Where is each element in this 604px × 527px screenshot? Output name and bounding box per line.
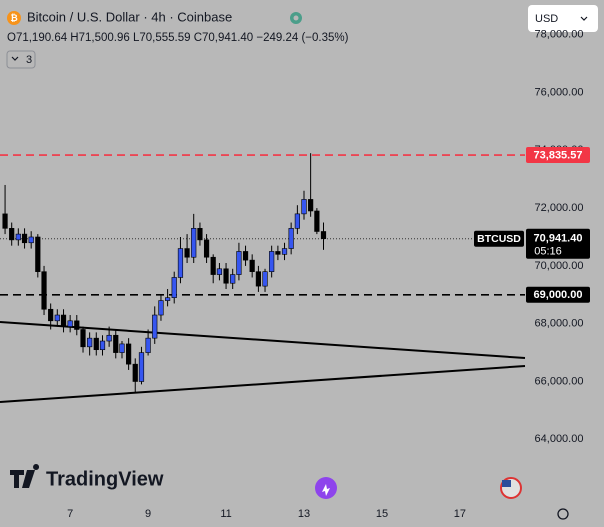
last-price-label: 70,941.40 xyxy=(534,233,583,245)
candle-body xyxy=(145,337,151,353)
y-tick-label: 70,000.00 xyxy=(535,260,584,272)
candle-body xyxy=(87,337,93,348)
candle-body xyxy=(132,363,138,382)
candle-body xyxy=(35,236,41,272)
candle-body xyxy=(106,334,112,342)
candle-body xyxy=(9,228,15,241)
currency-label: USD xyxy=(535,13,558,25)
candle-body xyxy=(275,251,281,255)
event-glyph xyxy=(322,484,330,496)
trend-line xyxy=(0,320,526,360)
candle-body xyxy=(230,274,236,284)
x-tick-label: 15 xyxy=(376,508,388,520)
candle-body xyxy=(223,268,229,284)
candle-body xyxy=(158,300,164,316)
candle-body xyxy=(184,248,190,258)
candle-body xyxy=(2,213,8,229)
candle-body xyxy=(67,320,73,327)
currency-chevron xyxy=(580,16,588,21)
y-tick-label: 64,000.00 xyxy=(535,433,584,445)
candle-body xyxy=(320,231,327,239)
x-tick-label: 7 xyxy=(67,508,73,520)
candle-body xyxy=(191,228,197,258)
candle-body xyxy=(60,314,67,327)
chevron xyxy=(11,56,19,61)
candle-body xyxy=(113,334,119,353)
symbol-tag xyxy=(474,230,524,247)
candle-body xyxy=(99,340,106,351)
x-tick-label: 13 xyxy=(298,508,310,520)
candle-body xyxy=(177,248,184,278)
y-tick-label: 76,000.00 xyxy=(535,86,584,98)
candle-body xyxy=(80,329,86,348)
candle-body xyxy=(152,314,158,339)
symbol-tag-label: BTCUSD xyxy=(477,233,521,245)
candle-body xyxy=(216,268,223,275)
candle-body xyxy=(249,259,255,272)
brand-logo xyxy=(10,464,40,488)
indicators-count: 3 xyxy=(26,54,32,66)
ohlc-legend: O71,190.64 H71,500.96 L70,555.59 C70,941… xyxy=(7,32,349,44)
candle-body xyxy=(262,271,268,287)
candle-body xyxy=(236,251,242,275)
candle-body xyxy=(210,256,216,275)
candle-body xyxy=(21,233,28,244)
candle-body xyxy=(48,308,54,322)
candle-body xyxy=(41,271,47,310)
candle-body xyxy=(93,337,99,351)
candle-body xyxy=(314,210,320,232)
candle-body xyxy=(164,297,171,301)
trend-line xyxy=(0,365,526,403)
countdown-label: 05:16 xyxy=(534,246,562,258)
level-tag-label: 69,000.00 xyxy=(534,289,583,301)
candle-body xyxy=(281,248,288,255)
candle-body xyxy=(255,271,262,287)
currency-select[interactable] xyxy=(528,5,598,32)
candle-body xyxy=(308,199,314,212)
candle-body xyxy=(301,199,307,215)
candle-body xyxy=(269,251,275,272)
candle-body xyxy=(15,233,21,241)
candle-body xyxy=(242,251,249,261)
x-tick-label: 17 xyxy=(454,508,466,520)
y-tick-label: 72,000.00 xyxy=(535,202,584,214)
candle-body xyxy=(197,228,203,241)
x-tick-label: 9 xyxy=(145,508,151,520)
coin-glyph: ₿ xyxy=(10,13,17,23)
x-tick-label: 11 xyxy=(220,508,231,520)
level-tag-label: 73,835.57 xyxy=(534,149,583,161)
plot-area xyxy=(0,153,526,403)
indicators-toggle[interactable] xyxy=(6,50,36,69)
candle-body xyxy=(294,213,300,229)
candle-body xyxy=(74,320,80,330)
level-tag xyxy=(526,147,590,164)
symbol-title: Bitcoin / U.S. Dollar · 4h · Coinbase xyxy=(27,9,232,24)
last-price-tag xyxy=(526,228,590,259)
y-tick-label: 66,000.00 xyxy=(535,375,584,387)
candle-body xyxy=(171,277,177,298)
flag-canton xyxy=(502,480,511,487)
level-tag xyxy=(526,286,590,303)
settings-icon[interactable] xyxy=(557,508,569,520)
candle-body xyxy=(119,343,125,353)
y-tick-label: 68,000.00 xyxy=(535,318,584,330)
brand-name: TradingView xyxy=(46,468,164,490)
candle-body xyxy=(54,314,60,322)
candle-body xyxy=(288,228,294,249)
y-tick-label: 78,000.00 xyxy=(535,29,584,41)
candle-body xyxy=(138,352,145,382)
market-status-dot xyxy=(293,15,299,21)
candle-body xyxy=(203,239,210,258)
candle-body xyxy=(28,236,34,244)
coin-icon xyxy=(7,11,21,25)
candle-body xyxy=(126,343,132,365)
